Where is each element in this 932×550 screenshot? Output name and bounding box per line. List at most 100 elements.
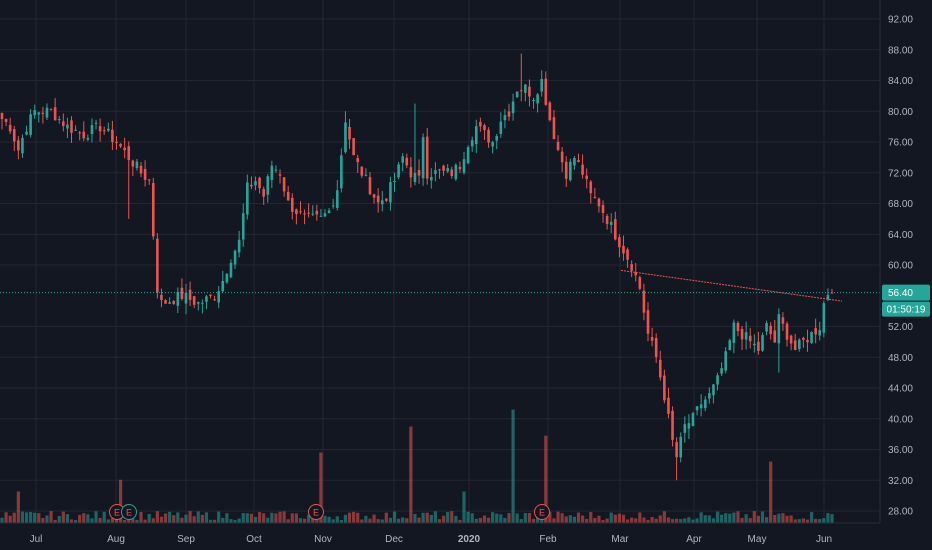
- candle[interactable]: [732, 319, 736, 354]
- candle[interactable]: [691, 411, 695, 427]
- candle[interactable]: [37, 111, 41, 123]
- candle[interactable]: [581, 154, 584, 179]
- candle[interactable]: [119, 143, 122, 149]
- candle[interactable]: [687, 414, 691, 440]
- candle[interactable]: [650, 327, 654, 347]
- candle[interactable]: [679, 432, 683, 463]
- candle[interactable]: [683, 416, 687, 443]
- candle[interactable]: [29, 109, 32, 138]
- candle[interactable]: [98, 118, 102, 142]
- candle[interactable]: [699, 394, 703, 417]
- candle[interactable]: [577, 153, 580, 163]
- candle[interactable]: [319, 209, 323, 217]
- candle[interactable]: [769, 322, 772, 340]
- candle[interactable]: [356, 154, 360, 173]
- candle[interactable]: [303, 209, 306, 225]
- candle[interactable]: [626, 247, 629, 268]
- candle[interactable]: [597, 197, 601, 213]
- earnings-marker[interactable]: E: [534, 504, 550, 520]
- candle[interactable]: [548, 100, 552, 122]
- candle[interactable]: [327, 207, 331, 214]
- candle[interactable]: [201, 299, 204, 314]
- candle[interactable]: [176, 287, 180, 314]
- candle[interactable]: [667, 387, 670, 419]
- candle[interactable]: [102, 126, 106, 135]
- candle[interactable]: [614, 211, 617, 241]
- candle[interactable]: [21, 134, 24, 158]
- candle[interactable]: [368, 171, 372, 196]
- candle[interactable]: [413, 103, 417, 186]
- candle[interactable]: [115, 136, 118, 150]
- candle[interactable]: [724, 347, 727, 374]
- candle[interactable]: [385, 198, 388, 203]
- candle[interactable]: [33, 104, 37, 119]
- candle[interactable]: [315, 204, 319, 221]
- candle[interactable]: [258, 176, 261, 194]
- candle[interactable]: [233, 249, 237, 269]
- candle[interactable]: [765, 320, 768, 336]
- candle[interactable]: [474, 119, 478, 154]
- candle[interactable]: [483, 123, 486, 140]
- trendline-segment[interactable]: [620, 269, 843, 302]
- earnings-marker[interactable]: E: [109, 504, 125, 520]
- candle[interactable]: [156, 233, 159, 299]
- candle[interactable]: [131, 159, 135, 177]
- candle[interactable]: [184, 283, 188, 315]
- candle[interactable]: [585, 168, 588, 189]
- candle[interactable]: [331, 198, 335, 209]
- candle[interactable]: [552, 110, 556, 140]
- candle[interactable]: [241, 203, 245, 247]
- candle[interactable]: [438, 168, 441, 179]
- candle[interactable]: [507, 103, 511, 121]
- candle[interactable]: [335, 180, 339, 211]
- candle[interactable]: [78, 130, 81, 141]
- candle[interactable]: [806, 329, 809, 352]
- candle[interactable]: [57, 115, 61, 124]
- candle[interactable]: [744, 321, 748, 350]
- candle[interactable]: [515, 91, 519, 99]
- candle[interactable]: [74, 125, 77, 131]
- candle[interactable]: [8, 117, 12, 134]
- candle[interactable]: [822, 300, 826, 338]
- candle[interactable]: [560, 147, 564, 172]
- candle[interactable]: [295, 208, 298, 225]
- candlestick-series[interactable]: [0, 53, 834, 481]
- candle[interactable]: [605, 213, 609, 230]
- candle[interactable]: [143, 160, 147, 187]
- trendline[interactable]: [620, 269, 843, 302]
- candle[interactable]: [45, 103, 49, 120]
- candle[interactable]: [740, 326, 744, 351]
- candle[interactable]: [462, 151, 466, 175]
- candle[interactable]: [487, 127, 490, 148]
- candle[interactable]: [757, 331, 760, 355]
- candle[interactable]: [818, 321, 822, 341]
- candle[interactable]: [663, 369, 666, 404]
- candle[interactable]: [389, 176, 392, 211]
- candle[interactable]: [12, 125, 16, 152]
- candle[interactable]: [658, 350, 662, 381]
- candle[interactable]: [793, 333, 797, 351]
- candle[interactable]: [618, 234, 621, 258]
- candle[interactable]: [364, 168, 368, 177]
- candle[interactable]: [556, 135, 560, 152]
- candle[interactable]: [217, 286, 220, 309]
- candle[interactable]: [62, 113, 65, 132]
- candle[interactable]: [442, 164, 445, 176]
- candle[interactable]: [773, 320, 777, 343]
- candle[interactable]: [286, 185, 290, 201]
- candle[interactable]: [421, 133, 425, 186]
- candle[interactable]: [196, 301, 200, 311]
- candle[interactable]: [536, 93, 539, 113]
- candle[interactable]: [434, 162, 437, 182]
- candle[interactable]: [405, 153, 409, 169]
- candle[interactable]: [123, 137, 126, 159]
- candle[interactable]: [589, 180, 593, 204]
- candle[interactable]: [262, 186, 265, 205]
- candle[interactable]: [634, 262, 638, 282]
- candle[interactable]: [266, 174, 270, 203]
- candle[interactable]: [393, 172, 396, 192]
- candle[interactable]: [168, 297, 171, 304]
- candle[interactable]: [139, 162, 143, 178]
- candle[interactable]: [372, 193, 376, 204]
- candle[interactable]: [622, 235, 625, 261]
